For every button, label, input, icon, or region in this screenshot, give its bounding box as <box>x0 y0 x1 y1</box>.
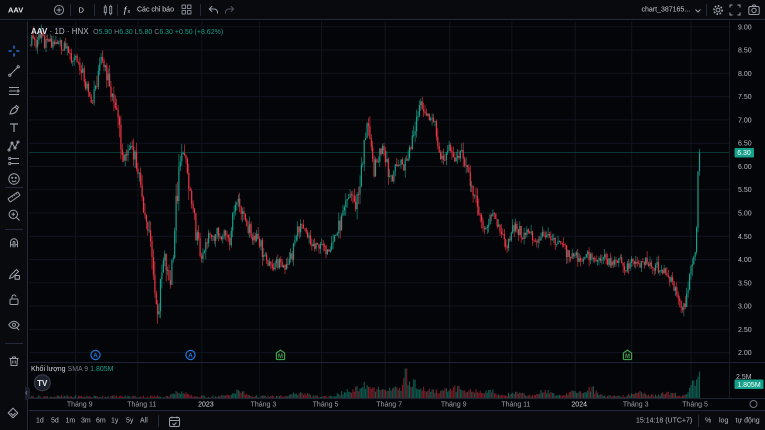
svg-text:7.00: 7.00 <box>738 117 752 124</box>
svg-text:8.00: 8.00 <box>738 71 752 78</box>
svg-text:M: M <box>625 354 630 360</box>
svg-text:Tháng 3: Tháng 3 <box>251 401 277 408</box>
svg-text:8.50: 8.50 <box>738 48 752 55</box>
svg-text:1.805M: 1.805M <box>737 382 761 389</box>
svg-text:Tháng 11: Tháng 11 <box>127 401 156 408</box>
svg-text:2.50: 2.50 <box>738 327 752 334</box>
svg-text:4.50: 4.50 <box>738 234 752 241</box>
svg-text:7.50: 7.50 <box>738 94 752 101</box>
svg-text:6.30: 6.30 <box>737 150 751 157</box>
svg-text:5.50: 5.50 <box>738 187 752 194</box>
svg-text:4.00: 4.00 <box>738 257 752 264</box>
svg-text:2.00: 2.00 <box>738 350 752 357</box>
svg-text:6.50: 6.50 <box>738 141 752 148</box>
svg-text:2024: 2024 <box>571 401 587 408</box>
svg-text:9.00: 9.00 <box>738 24 752 31</box>
svg-text:Tháng 11: Tháng 11 <box>501 401 530 408</box>
svg-text:5.00: 5.00 <box>738 211 752 218</box>
svg-text:M: M <box>278 354 283 360</box>
svg-text:Tháng 5: Tháng 5 <box>313 401 339 408</box>
svg-text:3.50: 3.50 <box>738 280 752 287</box>
svg-text:Tháng 3: Tháng 3 <box>623 401 649 408</box>
svg-text:A: A <box>93 352 98 359</box>
svg-text:Tháng 7: Tháng 7 <box>376 401 402 408</box>
svg-text:A: A <box>188 352 193 359</box>
svg-text:2.5M: 2.5M <box>736 374 752 381</box>
svg-text:TV: TV <box>37 379 48 388</box>
svg-text:6.00: 6.00 <box>738 164 752 171</box>
svg-text:2023: 2023 <box>198 401 214 408</box>
svg-text:3.00: 3.00 <box>738 304 752 311</box>
svg-text:Tháng 9: Tháng 9 <box>67 401 93 408</box>
svg-text:Tháng 5: Tháng 5 <box>682 401 708 408</box>
svg-text:Tháng 9: Tháng 9 <box>441 401 467 408</box>
